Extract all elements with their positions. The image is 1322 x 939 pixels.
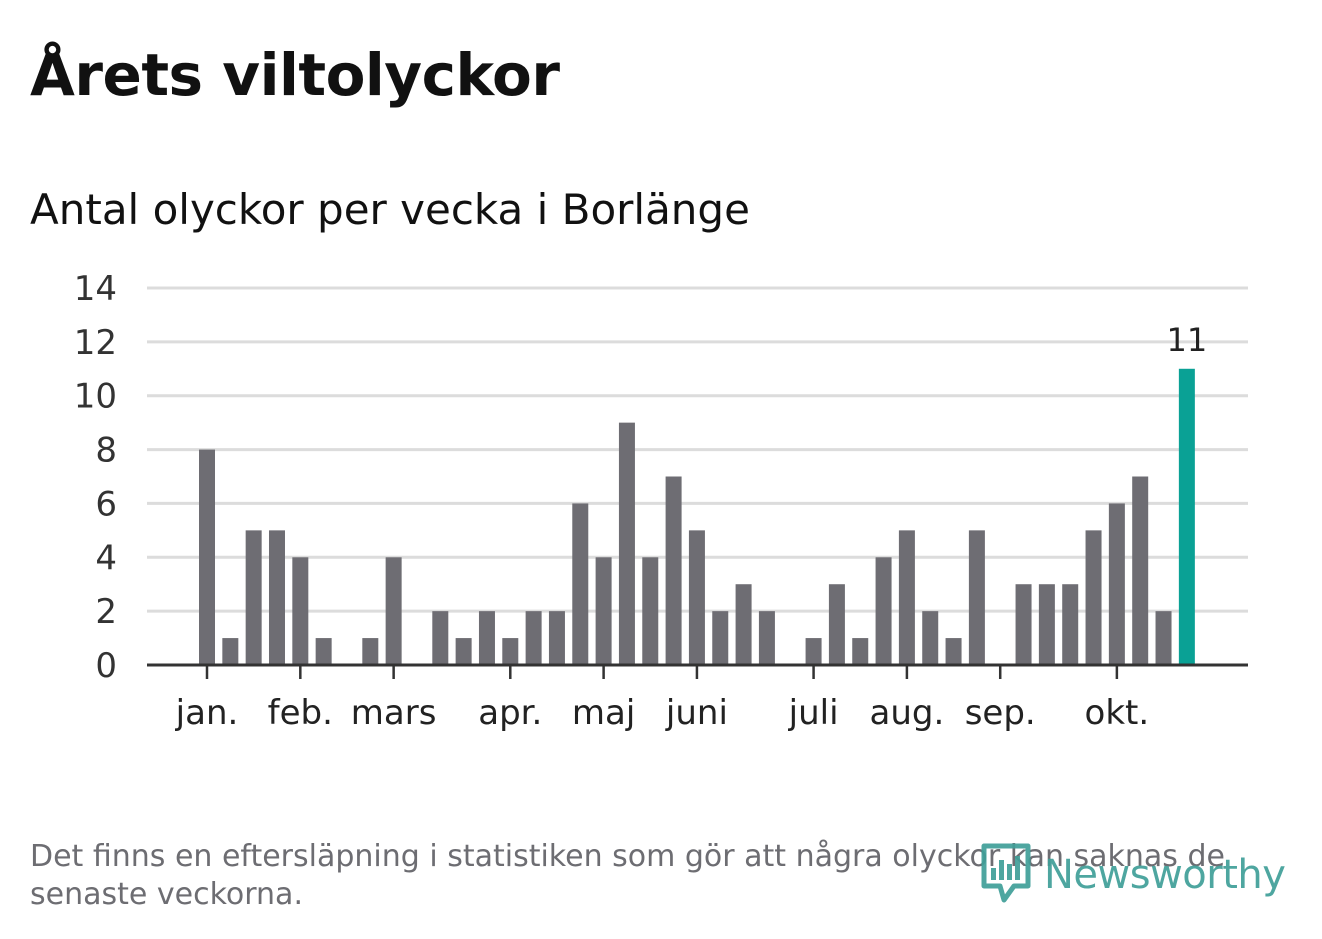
y-tick-label: 2 — [95, 592, 117, 632]
y-tick-label: 4 — [95, 538, 117, 578]
bar — [199, 449, 215, 665]
chart-title: Årets viltolyckor — [30, 41, 560, 109]
bar — [968, 530, 985, 665]
bar — [828, 584, 845, 665]
bar — [1132, 476, 1149, 665]
y-tick-label: 12 — [74, 323, 117, 363]
bar — [642, 557, 659, 665]
bar — [362, 638, 379, 665]
x-tick-label: juli — [788, 693, 839, 733]
bar — [245, 530, 262, 665]
y-tick-label: 10 — [74, 377, 117, 417]
bar — [595, 557, 612, 665]
x-tick-label: apr. — [478, 693, 542, 733]
bars — [199, 368, 1195, 665]
y-tick-label: 14 — [74, 269, 117, 309]
bar — [805, 638, 822, 665]
x-tick-label: maj — [572, 693, 635, 733]
bar — [548, 611, 565, 665]
data-label: 11 — [1167, 321, 1208, 359]
bar — [385, 557, 402, 665]
bar — [502, 638, 519, 665]
bar — [735, 584, 752, 665]
x-tick-label: mars — [351, 693, 437, 733]
bar — [222, 638, 239, 665]
x-tick-label: feb. — [268, 693, 333, 733]
bar — [525, 611, 542, 665]
chart-subtitle: Antal olyckor per vecka i Borlänge — [30, 185, 750, 234]
bar — [875, 557, 892, 665]
bar — [1015, 584, 1032, 665]
bar — [618, 422, 635, 665]
data-labels: 11 — [1167, 321, 1208, 359]
bar — [1038, 584, 1055, 665]
bar — [712, 611, 729, 665]
bar — [945, 638, 962, 665]
y-tick-label: 8 — [95, 431, 117, 471]
x-axis: jan. feb. mars apr. maj juni juli aug. sep. okt. — [147, 663, 1248, 733]
bar — [688, 530, 705, 665]
bar — [455, 638, 472, 665]
bar — [432, 611, 449, 665]
x-tick-label: jan. — [175, 693, 239, 733]
bar — [292, 557, 309, 665]
x-tick-label: juni — [665, 693, 728, 733]
bar — [1155, 611, 1172, 665]
bar — [1085, 530, 1102, 665]
x-tick-label: aug. — [870, 693, 945, 733]
brand-name: Newsworthy — [1044, 852, 1286, 898]
bar — [1108, 503, 1125, 665]
y-axis-ticks: 0 2 4 6 8 10 12 14 — [74, 269, 117, 686]
bar — [315, 638, 332, 665]
bar — [478, 611, 495, 665]
bar — [1062, 584, 1079, 665]
y-tick-label: 6 — [95, 484, 117, 524]
bar — [572, 503, 589, 665]
bar — [922, 611, 939, 665]
bar — [898, 530, 915, 665]
gridlines — [147, 286, 1248, 613]
bar-chart-speech-bubble-icon — [981, 843, 1031, 903]
bar — [852, 638, 869, 665]
highlight-bar — [1178, 368, 1195, 665]
newsworthy-logo: Newsworthy — [980, 842, 1300, 908]
bar — [665, 476, 682, 665]
x-tick-label: okt. — [1085, 693, 1150, 733]
bar — [758, 611, 775, 665]
bar — [268, 530, 285, 665]
x-tick-label: sep. — [965, 693, 1036, 733]
y-tick-label: 0 — [95, 646, 117, 686]
